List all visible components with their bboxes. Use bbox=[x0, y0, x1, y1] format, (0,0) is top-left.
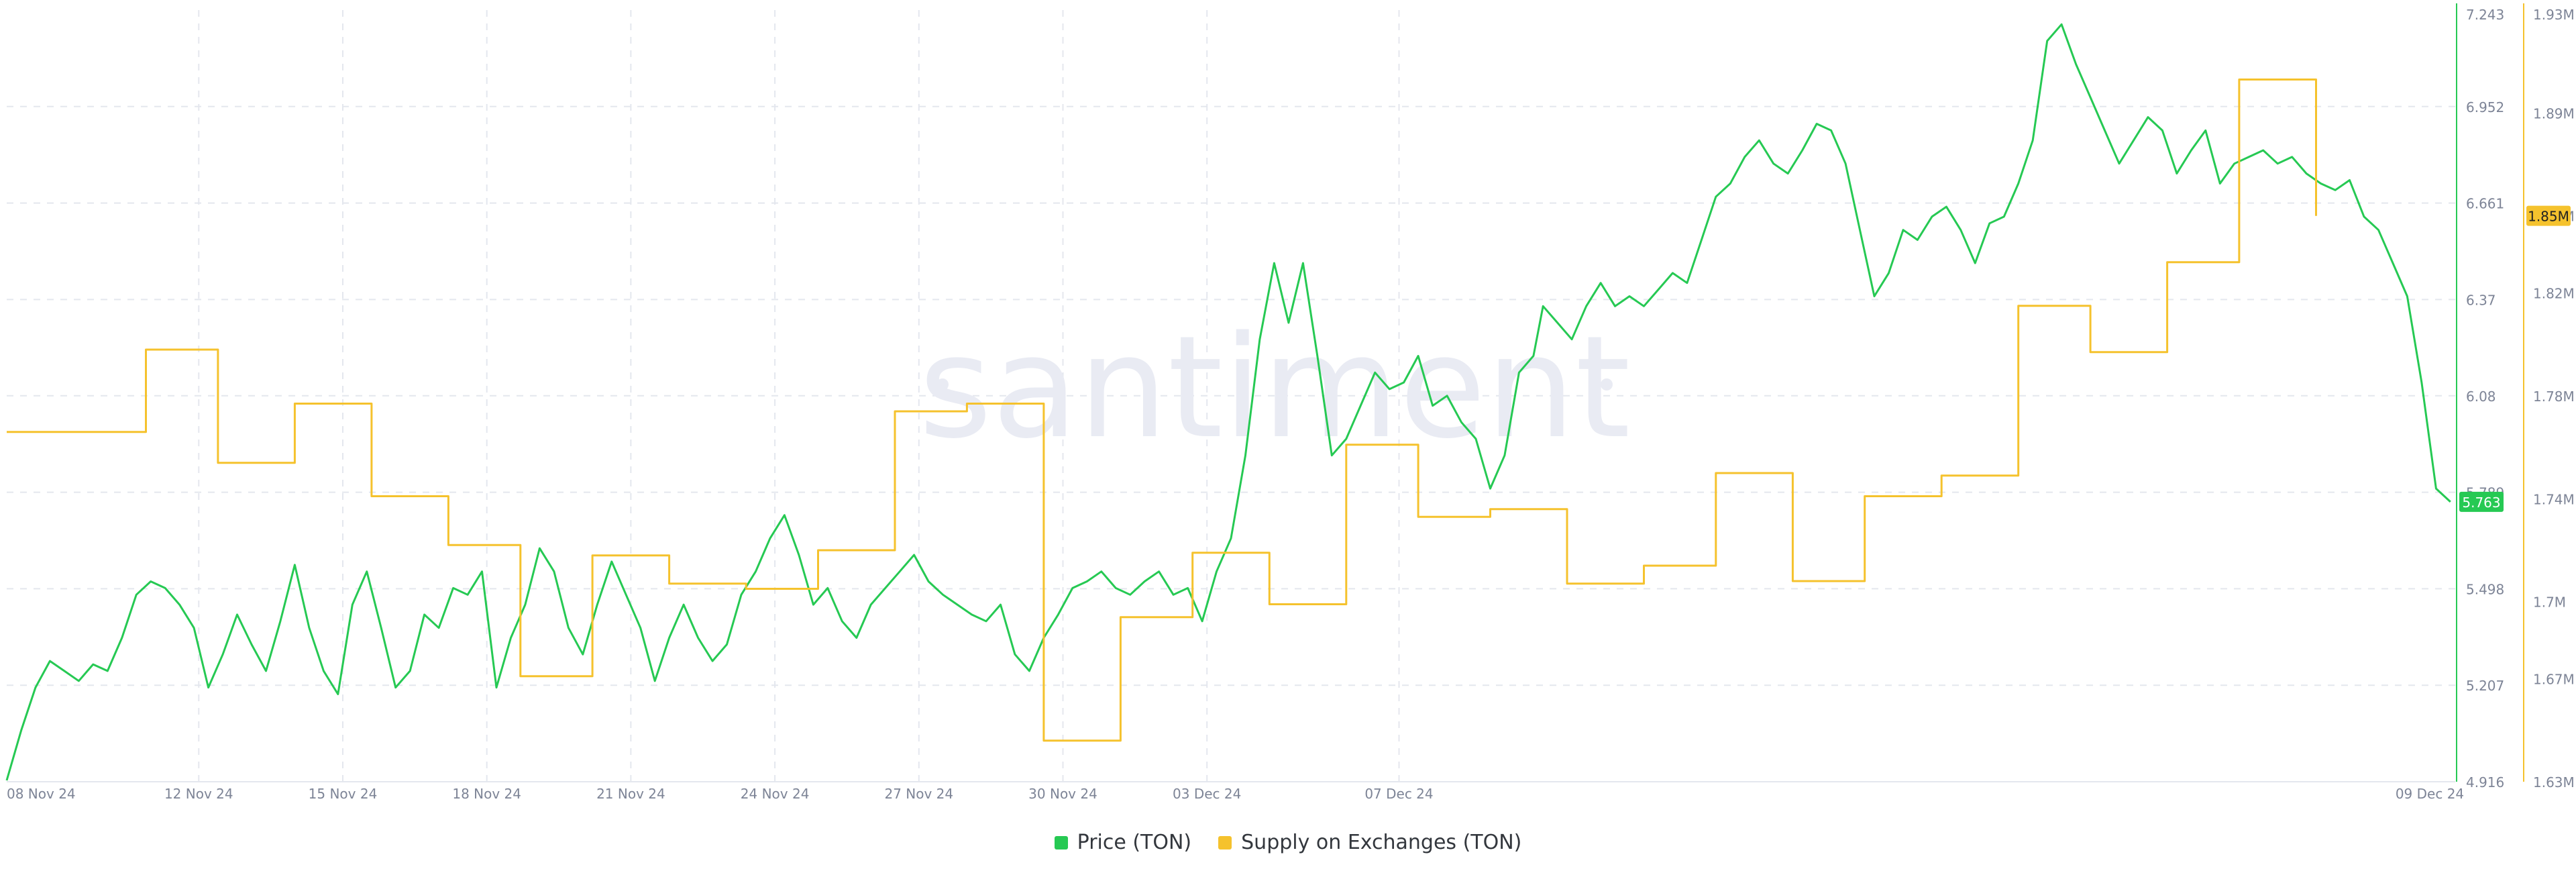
x-tick-label: 03 Dec 24 bbox=[1173, 786, 1241, 802]
last-value-badge-supply bbox=[2526, 205, 2571, 226]
y-left-tick-label: 6.08 bbox=[2466, 389, 2496, 405]
x-tick-label: 21 Nov 24 bbox=[596, 786, 665, 802]
x-tick-label: 15 Nov 24 bbox=[309, 786, 378, 802]
legend-label-supply: Supply on Exchanges (TON) bbox=[1241, 831, 1522, 854]
last-value-badge-price bbox=[2459, 491, 2504, 512]
y-left-tick-label: 5.498 bbox=[2466, 581, 2504, 597]
y-left-tick-label: 6.952 bbox=[2466, 99, 2504, 115]
last-value-label-price: 5.763 bbox=[2462, 495, 2500, 511]
y-right-tick-label: 1.82M bbox=[2533, 286, 2575, 302]
series-layer bbox=[5, 23, 2451, 781]
y-left-tick-label: 7.243 bbox=[2466, 7, 2504, 23]
tick-labels: 08 Nov 24 12 Nov 24 15 Nov 24 18 Nov 24 21 N… bbox=[7, 7, 2575, 802]
x-tick-label: 27 Nov 24 bbox=[884, 786, 953, 802]
y-right-tick-label: 1.63M bbox=[2533, 774, 2575, 790]
y-right-tick-label: 1.93M bbox=[2533, 7, 2575, 23]
y-left-tick-label: 5.207 bbox=[2466, 678, 2504, 694]
x-tick-label: 07 Dec 24 bbox=[1364, 786, 1433, 802]
grid bbox=[7, 10, 2455, 782]
y-left-tick-label: 4.916 bbox=[2466, 774, 2504, 790]
legend: Price (TON) Supply on Exchanges (TON) bbox=[0, 831, 2576, 854]
last-value-label-supply: 1.85M bbox=[2528, 209, 2569, 225]
watermark: santiment bbox=[918, 305, 1630, 470]
x-tick-label: 08 Nov 24 bbox=[7, 786, 76, 802]
y-right-tick-label: 1.89M bbox=[2533, 105, 2575, 121]
legend-swatch-price bbox=[1054, 835, 1068, 850]
series-line-price bbox=[5, 23, 2451, 781]
legend-swatch-supply bbox=[1218, 835, 1232, 850]
x-tick-label: 09 Dec 24 bbox=[2396, 786, 2464, 802]
x-tick-label: 24 Nov 24 bbox=[741, 786, 810, 802]
y-right-tick-label: 1.78M bbox=[2533, 389, 2575, 405]
watermark-dot bbox=[936, 378, 949, 391]
legend-item-price[interactable]: Price (TON) bbox=[1054, 831, 1192, 854]
x-tick-label: 12 Nov 24 bbox=[164, 786, 233, 802]
legend-label-price: Price (TON) bbox=[1077, 831, 1192, 854]
series-line-supply bbox=[7, 79, 2317, 742]
y-left-tick-label: 6.661 bbox=[2466, 196, 2504, 212]
x-tick-label: 30 Nov 24 bbox=[1028, 786, 1097, 802]
y-right-tick-label: 1.7M bbox=[2533, 595, 2566, 611]
y-left-tick-label: 6.37 bbox=[2466, 292, 2496, 308]
y-right-tick-label: 1.74M bbox=[2533, 491, 2575, 507]
x-tick-label: 18 Nov 24 bbox=[452, 786, 521, 802]
legend-item-supply[interactable]: Supply on Exchanges (TON) bbox=[1218, 831, 1521, 854]
watermark-dot bbox=[1601, 378, 1613, 391]
axes bbox=[7, 3, 2524, 782]
y-right-tick-label: 1.67M bbox=[2533, 672, 2575, 688]
